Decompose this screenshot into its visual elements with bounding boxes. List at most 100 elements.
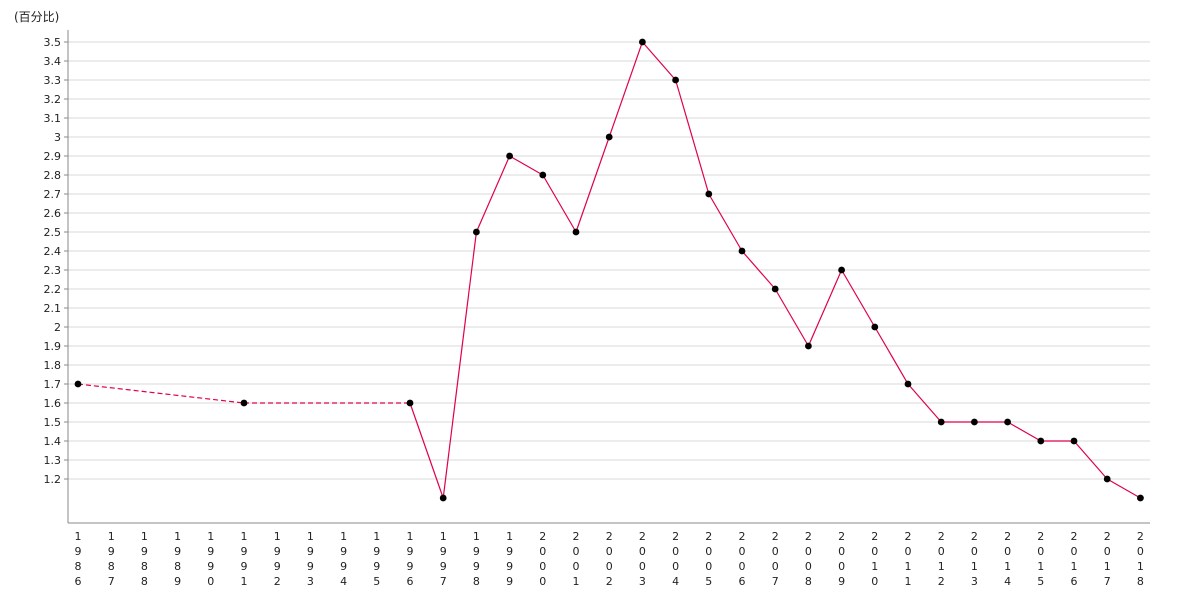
data-point [506, 152, 513, 160]
series-segment [874, 326, 909, 385]
y-tick-label: 1.2 [44, 473, 62, 486]
series-segment [509, 155, 544, 176]
y-tick-label: 2.3 [44, 264, 62, 277]
data-point [406, 399, 414, 407]
data-point [639, 38, 646, 46]
data-point [871, 323, 879, 331]
series-segment [907, 383, 942, 423]
y-tick-label: 2.4 [44, 245, 62, 258]
series-segment [807, 269, 843, 347]
data-point [672, 76, 679, 84]
series-segment [542, 174, 577, 233]
data-point [771, 285, 779, 293]
data-point [605, 133, 613, 141]
y-tick-label: 2.6 [44, 207, 62, 220]
y-tick-label: 2.9 [44, 150, 62, 163]
data-point [805, 342, 812, 350]
data-point [1137, 494, 1144, 502]
data-point [473, 228, 480, 236]
data-point [838, 266, 845, 274]
series-segment [442, 231, 477, 499]
y-tick-label: 2.5 [44, 226, 62, 239]
y-tick-label: 1.3 [44, 454, 62, 467]
series-segment [841, 269, 876, 328]
y-tick-label: 1.5 [44, 416, 62, 429]
data-point [439, 494, 447, 502]
data-point [1037, 437, 1045, 445]
series-segment [575, 136, 610, 233]
y-tick-label: 1.7 [44, 378, 62, 391]
y-tick-label: 3 [54, 131, 61, 144]
series-segment [641, 41, 677, 81]
data-point [1103, 475, 1111, 483]
series-segment [675, 79, 710, 195]
y-tick-label: 2.8 [44, 169, 62, 182]
series-segment [1007, 421, 1042, 442]
y-tick-label: 2.7 [44, 188, 62, 201]
y-tick-label: 1.9 [44, 340, 62, 353]
y-tick-label: 3.2 [44, 93, 62, 106]
series-segment [1106, 478, 1141, 499]
y-tick-label: 1.4 [44, 435, 62, 448]
data-point [971, 418, 978, 426]
data-point [572, 228, 580, 236]
data-point [240, 399, 248, 407]
series-segment [708, 193, 743, 252]
series-segment [409, 402, 444, 499]
series-segment [475, 155, 511, 233]
series-segment [741, 250, 776, 290]
y-tick-label: 3.4 [44, 55, 62, 68]
data-point [74, 380, 82, 388]
y-tick-label: 2.2 [44, 283, 62, 296]
y-axis-unit-label: (百分比) [14, 10, 60, 24]
series-segment [774, 288, 809, 347]
data-point [937, 418, 945, 426]
y-tick-label: 1.8 [44, 359, 62, 372]
y-tick-label: 3.3 [44, 74, 62, 87]
y-tick-label: 3.1 [44, 112, 62, 125]
data-point [1070, 437, 1078, 445]
series-segment [1073, 440, 1108, 480]
data-point [1004, 418, 1011, 426]
series-segment [608, 41, 643, 138]
data-point [539, 171, 547, 179]
y-tick-label: 2 [54, 321, 61, 334]
y-tick-label: 1.6 [44, 397, 62, 410]
series-segment-dashed [77, 383, 245, 404]
data-point [904, 380, 912, 388]
